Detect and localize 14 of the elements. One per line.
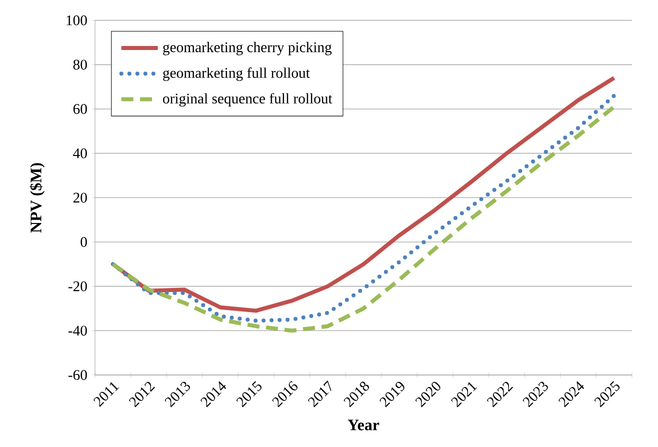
legend-label: original sequence full rollout xyxy=(163,93,332,107)
y-tick-label: -20 xyxy=(68,281,87,292)
y-tick-label: 40 xyxy=(73,148,87,158)
x-axis-title: Year xyxy=(348,420,380,430)
y-tick-label: 20 xyxy=(73,192,87,203)
y-tick-label: -40 xyxy=(68,326,87,336)
y-tick-label: 60 xyxy=(73,104,87,114)
legend-label: geomarketing full rollout xyxy=(163,67,310,81)
y-tick-label: 0 xyxy=(80,237,87,247)
y-tick-label: 100 xyxy=(66,15,87,26)
y-tick-label: -60 xyxy=(68,370,87,380)
y-tick-label: 80 xyxy=(73,60,87,70)
legend-label: geomarketing cherry picking xyxy=(163,42,332,56)
y-axis-title: NPV ($M) xyxy=(30,163,45,233)
